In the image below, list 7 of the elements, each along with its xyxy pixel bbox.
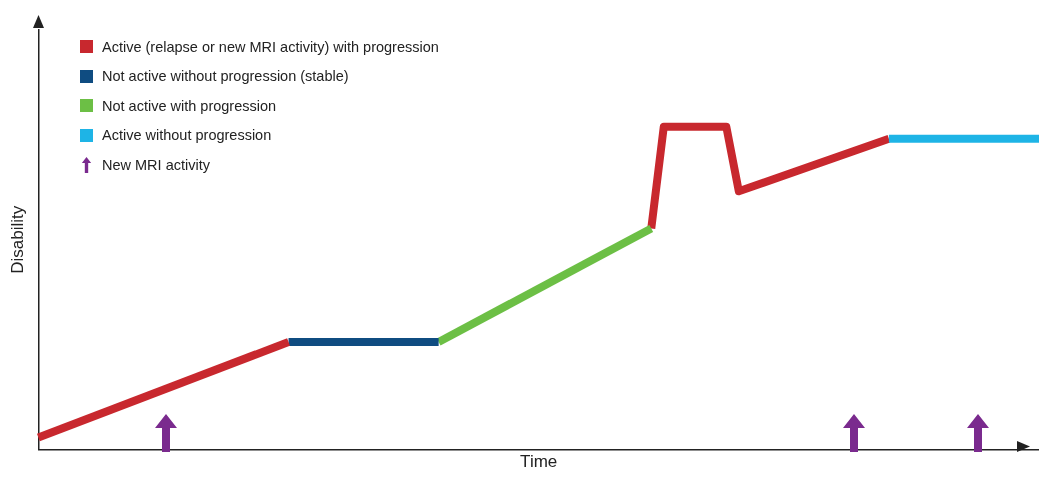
- legend-label: Active (relapse or new MRI activity) with progression: [102, 38, 439, 55]
- x-axis-title: Time: [520, 452, 558, 472]
- y-axis-title: Disability: [7, 205, 27, 274]
- legend-label: Not active with progression: [102, 97, 277, 114]
- annotation: New MRI activity: [102, 156, 210, 173]
- legend-label: Not active without progression (stable): [102, 68, 349, 85]
- legend-label: Active without progression: [102, 127, 272, 144]
